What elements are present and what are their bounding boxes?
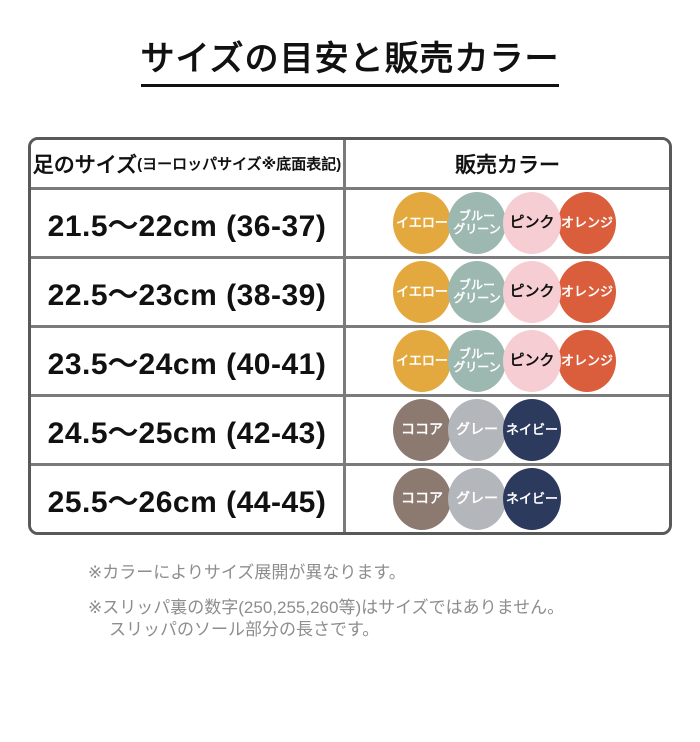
header-color-cell: 販売カラー	[455, 153, 560, 177]
footnote-2-line1: ※スリッパ裏の数字(250,255,260等)はサイズではありません。	[88, 598, 565, 618]
header-size-cell: 足のサイズ (ヨーロッパサイズ※底面表記)	[31, 140, 346, 187]
size-label: 25.5〜26cm (44-45)	[47, 486, 327, 519]
size-label: 22.5〜23cm (38-39)	[47, 279, 327, 312]
page-title: サイズの目安と販売カラー	[140, 42, 560, 87]
header-size-sub-label: (ヨーロッパサイズ※底面表記)	[137, 156, 342, 173]
size-label: 23.5〜24cm (40-41)	[47, 348, 327, 381]
footnote-2: ※スリッパ裏の数字(250,255,260等)はサイズではありません。 スリッパ…	[88, 597, 700, 641]
color-badge-yellow: イエロー	[393, 192, 451, 254]
color-badges: ココア グレー ネイビー	[393, 399, 561, 461]
color-badge-pink: ピンク	[503, 330, 561, 392]
table-header-row: 足のサイズ (ヨーロッパサイズ※底面表記) 販売カラー	[31, 140, 669, 187]
table-row: 22.5〜23cm (38-39) イエロー ブルー グリーン ピンク オレンジ	[31, 256, 669, 325]
color-badges: イエロー ブルー グリーン ピンク オレンジ	[393, 192, 616, 254]
color-badge-yellow: イエロー	[393, 330, 451, 392]
table-row: 25.5〜26cm (44-45) ココア グレー ネイビー	[31, 463, 669, 532]
color-badges: イエロー ブルー グリーン ピンク オレンジ	[393, 330, 616, 392]
color-badge-orange: オレンジ	[558, 261, 616, 323]
color-badge-pink: ピンク	[503, 261, 561, 323]
size-cell: 22.5〜23cm (38-39)	[31, 259, 346, 325]
footnotes: ※カラーによりサイズ展開が異なります。 ※スリッパ裏の数字(250,255,26…	[88, 562, 700, 641]
color-cell: イエロー ブルー グリーン ピンク オレンジ	[346, 259, 669, 325]
size-label: 21.5〜22cm (36-37)	[47, 210, 327, 243]
header-size-main-label: 足のサイズ	[32, 153, 138, 177]
color-badge-navy: ネイビー	[503, 399, 561, 461]
footnote-2-line2: スリッパのソール部分の長さです。	[109, 620, 380, 640]
color-badge-bluegreen: ブルー グリーン	[448, 261, 506, 323]
title-wrap: サイズの目安と販売カラー	[0, 42, 700, 87]
size-cell: 23.5〜24cm (40-41)	[31, 328, 346, 394]
color-cell: ココア グレー ネイビー	[346, 397, 669, 463]
color-badge-bluegreen: ブルー グリーン	[448, 192, 506, 254]
color-badges: ココア グレー ネイビー	[393, 468, 561, 530]
color-cell: イエロー ブルー グリーン ピンク オレンジ	[346, 328, 669, 394]
color-badges: イエロー ブルー グリーン ピンク オレンジ	[393, 261, 616, 323]
table-row: 21.5〜22cm (36-37) イエロー ブルー グリーン ピンク オレンジ	[31, 187, 669, 256]
size-color-table: 足のサイズ (ヨーロッパサイズ※底面表記) 販売カラー 21.5〜22cm (36…	[28, 137, 672, 535]
size-cell: 24.5〜25cm (42-43)	[31, 397, 346, 463]
color-cell: ココア グレー ネイビー	[346, 466, 669, 532]
color-badge-yellow: イエロー	[393, 261, 451, 323]
color-badge-navy: ネイビー	[503, 468, 561, 530]
color-badge-cocoa: ココア	[393, 399, 451, 461]
color-badge-gray: グレー	[448, 468, 506, 530]
color-badge-gray: グレー	[448, 399, 506, 461]
size-label: 24.5〜25cm (42-43)	[47, 417, 327, 450]
color-badge-orange: オレンジ	[558, 192, 616, 254]
size-cell: 21.5〜22cm (36-37)	[31, 190, 346, 256]
footnote-1: ※カラーによりサイズ展開が異なります。	[88, 563, 406, 582]
color-badge-cocoa: ココア	[393, 468, 451, 530]
table-row: 23.5〜24cm (40-41) イエロー ブルー グリーン ピンク オレンジ	[31, 325, 669, 394]
color-badge-pink: ピンク	[503, 192, 561, 254]
color-cell: イエロー ブルー グリーン ピンク オレンジ	[346, 190, 669, 256]
color-badge-bluegreen: ブルー グリーン	[448, 330, 506, 392]
size-cell: 25.5〜26cm (44-45)	[31, 466, 346, 532]
table-row: 24.5〜25cm (42-43) ココア グレー ネイビー	[31, 394, 669, 463]
color-badge-orange: オレンジ	[558, 330, 616, 392]
